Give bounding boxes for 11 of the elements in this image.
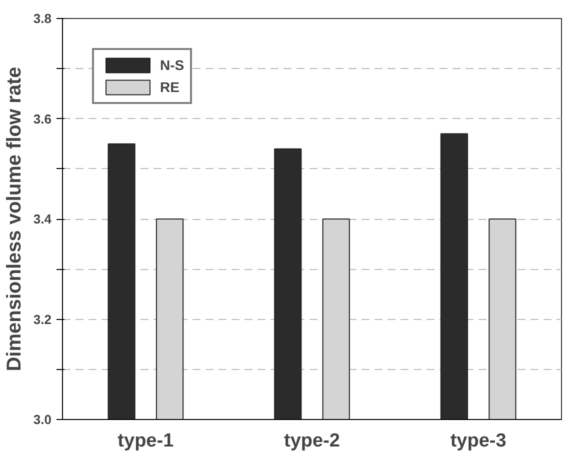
y-tick-label: 3.2 [33,312,52,327]
y-axis-title: Dimensionless volume flow rate [3,66,26,372]
y-tick-label: 3.4 [33,212,52,226]
x-tick-label: type-1 [118,430,174,452]
x-tick-label: type-3 [450,430,506,452]
y-tick-label: 3.0 [33,412,52,427]
legend-label: N-S [160,57,184,73]
y-tick-label: 3.6 [33,111,52,126]
x-tick-label: type-2 [284,430,340,452]
legend-label: RE [160,79,180,95]
y-tick-label: 3.8 [33,11,52,26]
